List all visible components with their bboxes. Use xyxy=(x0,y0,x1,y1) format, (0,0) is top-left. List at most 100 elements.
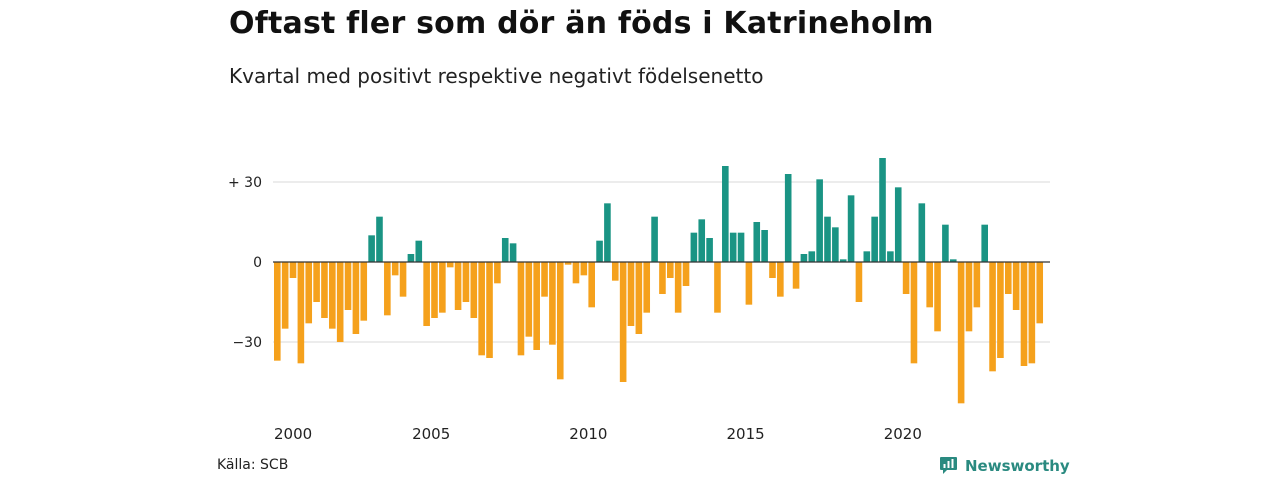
bar xyxy=(525,262,533,337)
bar xyxy=(800,254,808,262)
bar xyxy=(604,203,611,262)
bar xyxy=(399,262,407,297)
bar xyxy=(965,262,973,332)
bar xyxy=(761,230,768,262)
bar xyxy=(549,262,556,345)
bar xyxy=(1020,262,1028,366)
bar xyxy=(981,224,988,262)
bar xyxy=(918,203,926,262)
bar xyxy=(690,232,698,262)
bar xyxy=(997,262,1004,358)
bar xyxy=(431,262,438,318)
x-tick-label: 2015 xyxy=(727,425,765,443)
bar xyxy=(635,262,643,334)
x-tick-label: 2005 xyxy=(412,425,450,443)
bar xyxy=(682,262,690,286)
bar xyxy=(541,262,548,297)
bar xyxy=(478,262,485,356)
bar xyxy=(1028,262,1036,364)
bar xyxy=(871,216,878,262)
bar xyxy=(619,262,627,382)
x-tick-label: 2000 xyxy=(274,425,312,443)
brand-name: Newsworthy xyxy=(965,456,1070,475)
bar xyxy=(643,262,651,313)
bar xyxy=(415,240,423,262)
bar xyxy=(706,238,713,262)
bar xyxy=(651,216,658,262)
source-note: Källa: SCB xyxy=(217,457,289,473)
bar xyxy=(792,262,800,289)
bar xyxy=(517,262,525,356)
bar xyxy=(509,243,517,262)
bar xyxy=(423,262,430,326)
y-tick-label: −30 xyxy=(232,335,262,351)
bar xyxy=(368,235,375,262)
bar xyxy=(910,262,918,364)
bar xyxy=(729,232,737,262)
bar xyxy=(824,216,831,262)
bar xyxy=(360,262,368,321)
bar xyxy=(894,187,902,262)
grid-lines xyxy=(273,181,1050,343)
bar xyxy=(321,262,328,318)
bars xyxy=(274,158,1044,404)
x-tick-label: 2020 xyxy=(884,425,922,443)
bar xyxy=(297,262,305,364)
bar xyxy=(596,240,603,262)
bar xyxy=(1012,262,1020,310)
bar xyxy=(839,259,847,262)
bar xyxy=(887,251,894,262)
newsworthy-logo-icon xyxy=(940,457,957,474)
y-axis-ticks: + 30 0 −30 xyxy=(228,175,262,351)
bar xyxy=(722,166,729,262)
bar xyxy=(439,262,446,313)
bar xyxy=(698,219,706,262)
bar xyxy=(1036,262,1044,324)
bar xyxy=(486,262,493,358)
bar xyxy=(949,259,957,262)
x-axis-ticks: 2000 2005 2010 2015 2020 xyxy=(274,425,922,443)
bar xyxy=(494,262,501,284)
bar xyxy=(855,262,863,302)
bar xyxy=(973,262,981,308)
bar xyxy=(667,262,674,278)
bar xyxy=(391,262,399,276)
bar xyxy=(564,262,572,265)
bar xyxy=(816,179,823,262)
bar xyxy=(305,262,313,324)
bar xyxy=(572,262,580,284)
bar xyxy=(611,262,619,281)
bar xyxy=(329,262,336,329)
bar xyxy=(533,262,540,350)
bar xyxy=(989,262,996,372)
bar xyxy=(454,262,462,310)
bar xyxy=(352,262,360,334)
bar xyxy=(769,262,776,278)
bar xyxy=(281,262,289,329)
y-tick-label: 0 xyxy=(253,255,262,271)
bar xyxy=(714,262,721,313)
chart-title: Oftast fler som dör än föds i Katrinehol… xyxy=(229,6,934,41)
bar xyxy=(407,254,415,262)
bar xyxy=(753,222,761,262)
bar xyxy=(1004,262,1012,294)
bar xyxy=(737,232,745,262)
bar xyxy=(832,227,839,262)
bar xyxy=(879,158,886,262)
bar xyxy=(313,262,320,302)
bar xyxy=(674,262,682,313)
bar xyxy=(462,262,470,302)
x-tick-label: 2010 xyxy=(569,425,607,443)
bar xyxy=(934,262,941,332)
brand-logo: Newsworthy xyxy=(939,456,1070,475)
bar xyxy=(446,262,454,268)
bar xyxy=(659,262,666,294)
bar xyxy=(863,251,871,262)
bar xyxy=(847,195,855,262)
chart-subtitle: Kvartal med positivt respektive negativt… xyxy=(229,64,764,88)
bar xyxy=(289,262,297,278)
bar xyxy=(902,262,910,294)
bar xyxy=(627,262,635,326)
bar xyxy=(777,262,784,297)
